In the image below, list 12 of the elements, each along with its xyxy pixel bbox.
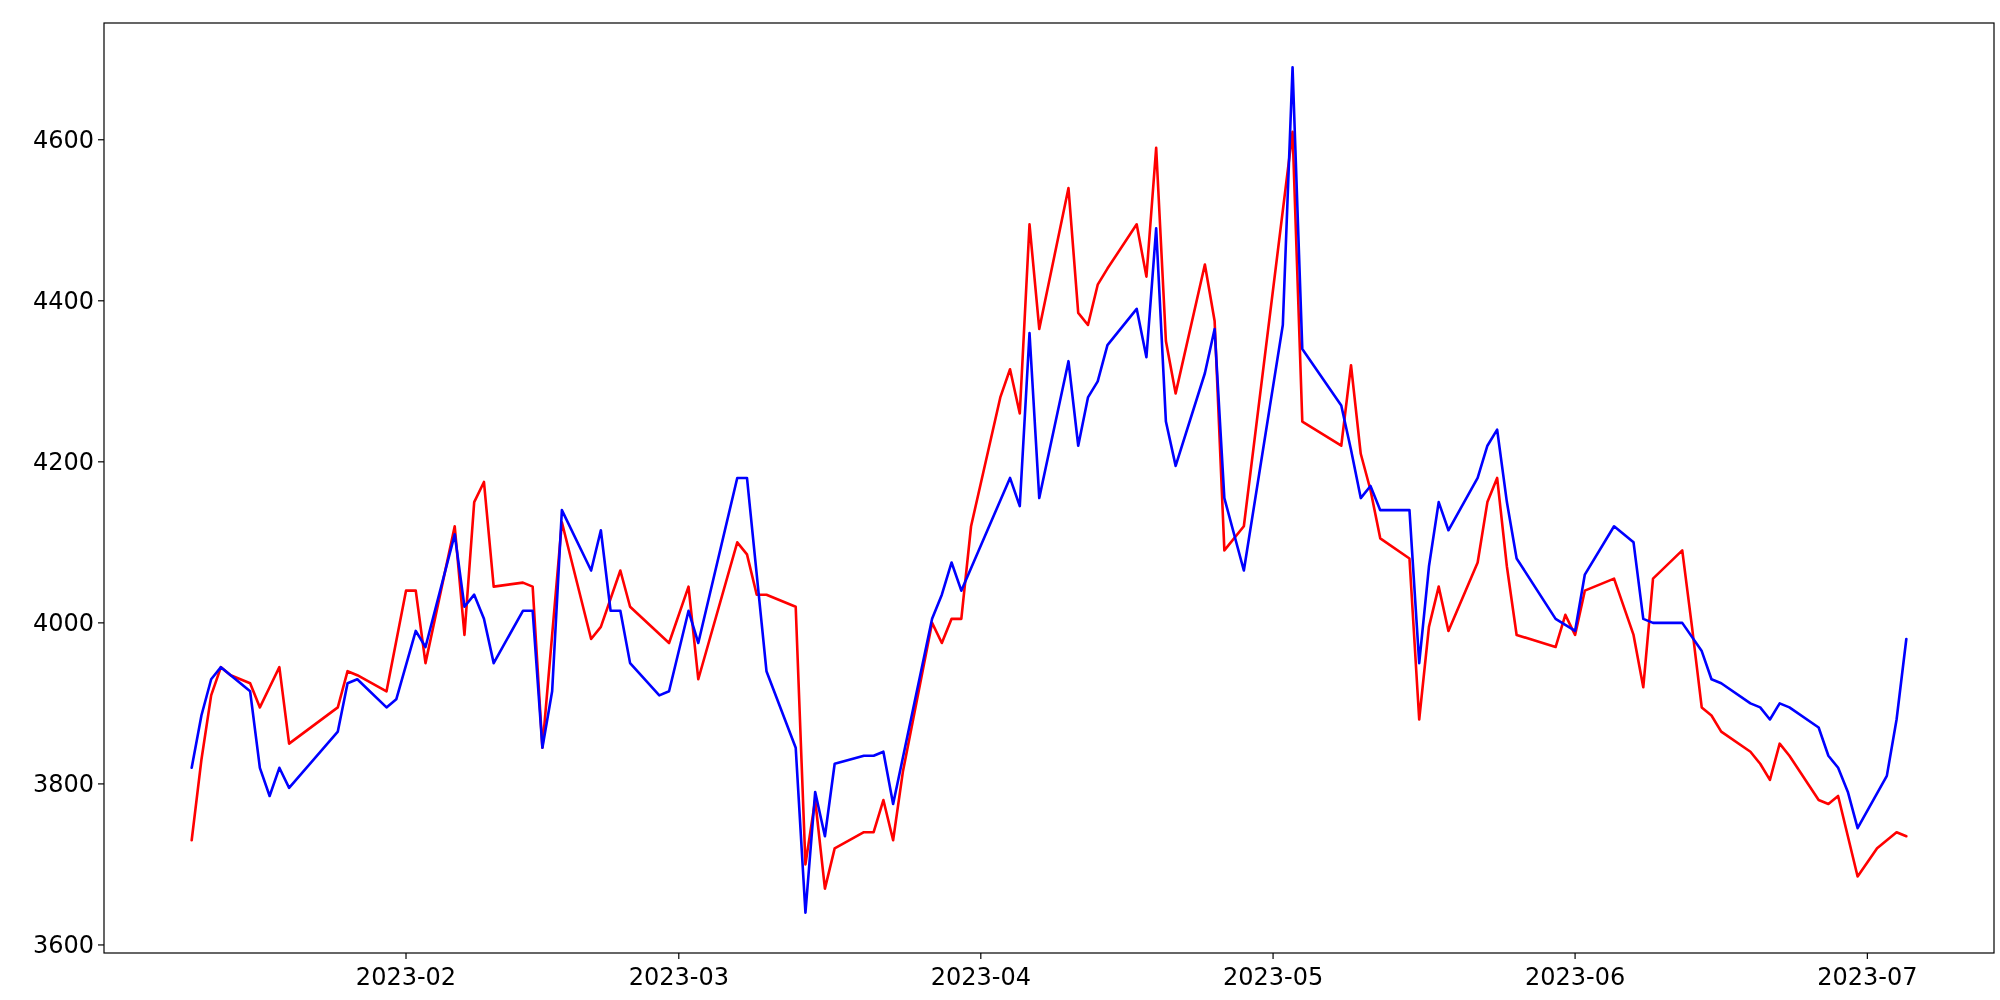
y-tick-label: 4400 [32,287,94,316]
y-tick-label: 4600 [32,126,94,155]
y-tick-label: 3800 [32,770,94,799]
x-tick-label: 2023-05 [1222,963,1324,991]
y-tick-label: 4200 [32,448,94,477]
x-tick-label: 2023-04 [930,963,1031,991]
x-tick-label: 2023-03 [628,963,729,991]
x-tick-label: 2023-06 [1524,963,1626,991]
x-tick-label: 2023-02 [355,963,457,991]
y-tick-label: 4000 [32,609,94,638]
x-tick-label: 2023-07 [1817,963,1918,991]
y-tick-label: 3600 [32,931,94,960]
